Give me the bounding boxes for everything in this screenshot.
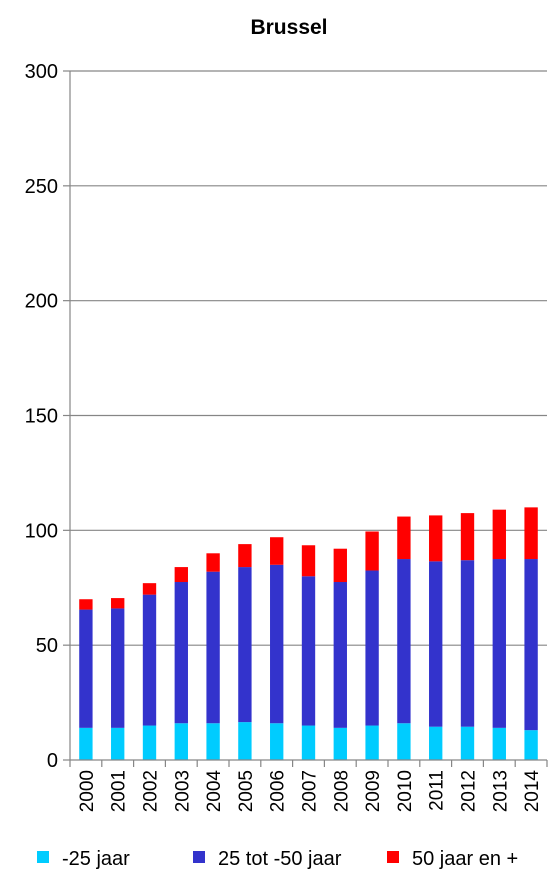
bar-segment-1-2008 — [333, 727, 347, 760]
legend-swatch-1 — [37, 851, 49, 863]
x-tick-label: 2013 — [490, 770, 511, 812]
x-tick-label: 2011 — [427, 770, 448, 811]
bar-segment-3-2013 — [492, 509, 506, 560]
bar-segment-3-2000 — [79, 599, 93, 610]
x-tick-label: 2002 — [141, 770, 162, 812]
bar-segment-2-2014 — [524, 559, 538, 731]
bar-segment-2-2004 — [206, 571, 220, 724]
y-tick-label: 150 — [25, 406, 58, 428]
x-tick-label: 2010 — [395, 770, 416, 812]
bar-segment-1-2000 — [79, 727, 93, 760]
bar-segment-3-2005 — [238, 544, 252, 568]
bar-segment-3-2009 — [365, 531, 379, 571]
legend-swatch-3 — [387, 851, 399, 863]
bar-segment-3-2010 — [397, 516, 411, 560]
chart-title: Brussel — [250, 16, 327, 39]
y-axis: 0 50 100 150 200 250 300 — [25, 61, 71, 772]
x-tick-label: 2000 — [77, 770, 98, 812]
bar-segment-1-2004 — [206, 723, 220, 760]
bar-segment-3-2006 — [270, 537, 284, 565]
x-tick-label: 2008 — [331, 770, 352, 812]
legend-swatch-2 — [193, 851, 205, 863]
bar-segment-3-2002 — [142, 583, 157, 595]
bar-segment-1-2007 — [301, 725, 316, 760]
bar-segment-3-2012 — [460, 513, 475, 561]
bar-segment-2-2010 — [397, 559, 411, 724]
x-axis: 2000 2001 2002 2003 2004 2005 2006 2007 2008 2009… — [69, 759, 548, 813]
x-tick-label: 2005 — [236, 770, 257, 812]
bar-segment-1-2013 — [492, 727, 506, 760]
bar-segment-2-2005 — [238, 567, 252, 723]
bar-segment-3-2003 — [174, 567, 188, 583]
bar-segment-1-2006 — [270, 723, 284, 760]
y-tick-label: 200 — [25, 291, 58, 313]
x-tick-label: 2012 — [459, 770, 480, 812]
x-tick-label: 2003 — [172, 770, 193, 812]
bar-segment-3-2008 — [333, 548, 347, 583]
bar-segment-2-2002 — [142, 594, 157, 726]
bar-segment-2-2008 — [333, 582, 347, 728]
bar-segment-2-2006 — [270, 564, 284, 724]
bar-segment-1-2005 — [238, 722, 252, 760]
legend: -25 jaar 25 tot -50 jaar 50 jaar en + — [37, 848, 518, 870]
bar-segment-2-2001 — [111, 608, 125, 728]
bar-segment-2-2012 — [460, 560, 475, 727]
bar-segment-3-2004 — [206, 553, 220, 572]
bar-segment-3-2001 — [111, 598, 125, 609]
bar-segment-2-2007 — [301, 576, 316, 726]
bar-segment-2-2000 — [79, 609, 93, 728]
x-tick-label: 2009 — [363, 770, 384, 812]
legend-label-1: -25 jaar — [62, 848, 130, 870]
bar-segment-1-2001 — [111, 727, 125, 760]
x-tick-label: 2001 — [109, 770, 130, 812]
bar-segment-2-2013 — [492, 559, 506, 728]
x-tick-label: 2014 — [522, 770, 543, 813]
bar-segment-3-2011 — [429, 515, 443, 562]
bar-segment-1-2014 — [524, 730, 538, 760]
legend-label-3: 50 jaar en + — [412, 848, 518, 870]
x-tick-label: 2006 — [268, 770, 289, 812]
x-tick-label: 2004 — [204, 770, 225, 813]
y-tick-label: 250 — [25, 176, 58, 198]
y-tick-label: 300 — [25, 61, 58, 83]
y-tick-label: 100 — [25, 520, 58, 542]
bar-segment-1-2009 — [365, 725, 379, 760]
y-tick-label: 50 — [36, 635, 58, 657]
bars — [79, 507, 538, 760]
y-tick-label: 0 — [47, 750, 58, 772]
legend-label-2: 25 tot -50 jaar — [218, 848, 342, 870]
bar-segment-2-2003 — [174, 582, 188, 724]
bar-segment-2-2009 — [365, 570, 379, 726]
bar-segment-1-2002 — [142, 725, 157, 760]
bar-segment-3-2014 — [524, 507, 538, 560]
x-tick-label: 2007 — [300, 770, 321, 812]
bar-segment-3-2007 — [301, 545, 316, 577]
bar-segment-2-2011 — [429, 561, 443, 727]
bar-segment-1-2011 — [429, 726, 443, 760]
bar-segment-1-2012 — [460, 726, 475, 760]
bar-segment-1-2010 — [397, 723, 411, 760]
bar-segment-1-2003 — [174, 723, 188, 760]
